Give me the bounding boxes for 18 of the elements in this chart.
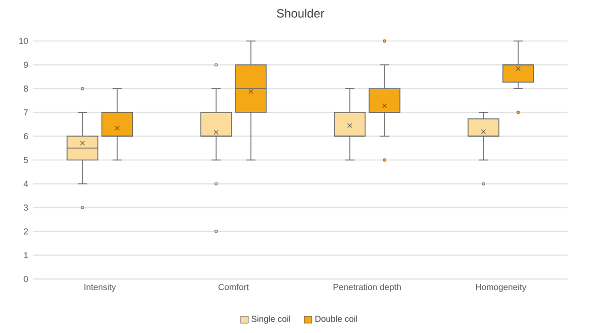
y-tick-label: 8 — [24, 86, 28, 92]
chart-title: Shoulder — [276, 8, 324, 18]
legend-label: Single coil — [252, 316, 290, 324]
y-tick-label: 6 — [24, 133, 28, 140]
y-tick-label: 5 — [24, 156, 28, 164]
x-tick-label: Intensity — [84, 284, 116, 292]
legend-label: Double coil — [315, 316, 358, 322]
y-tick-label: 3 — [24, 204, 28, 211]
y-tick-label: 4 — [24, 180, 28, 187]
x-tick-label: Penetration depth — [334, 284, 401, 292]
x-tick-label: Comfort — [218, 284, 249, 290]
y-tick-label: 2 — [24, 228, 28, 234]
y-tick-label: 9 — [24, 62, 28, 68]
y-tick-label: 10 — [19, 38, 28, 44]
y-tick-label: 0 — [24, 276, 28, 282]
y-tick-label: 7 — [24, 109, 28, 116]
y-tick-label: 1 — [24, 252, 28, 258]
x-tick-label: Homogeneity — [476, 284, 526, 292]
